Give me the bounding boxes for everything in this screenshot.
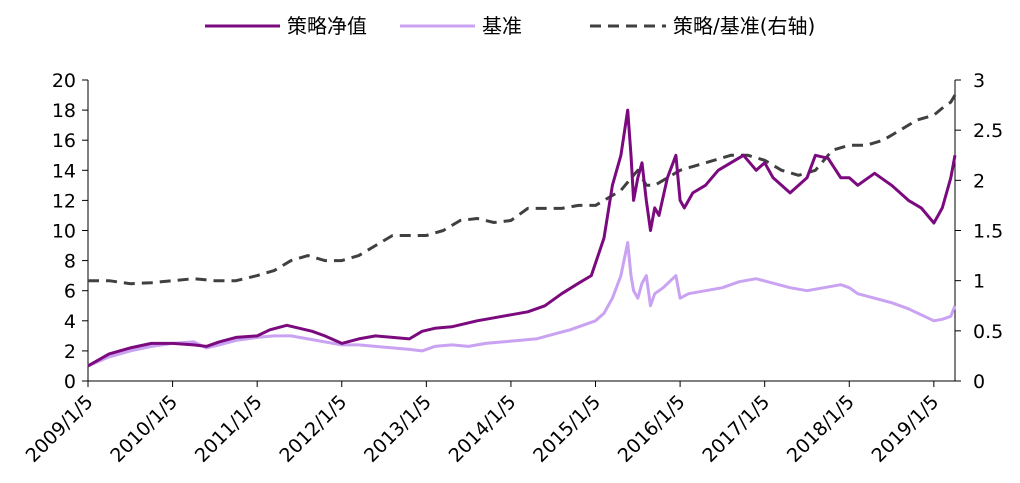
x-tick-label: 2011/1/5 xyxy=(191,391,267,467)
series-line-ratio xyxy=(88,94,957,286)
left-tick-label: 4 xyxy=(64,311,76,333)
right-tick-label: 0.5 xyxy=(973,321,1003,343)
axes xyxy=(87,80,956,382)
left-tick-label: 0 xyxy=(64,371,76,393)
x-tick-label: 2019/1/5 xyxy=(867,391,943,467)
x-tick-label: 2014/1/5 xyxy=(445,391,521,467)
x-tick-label: 2017/1/5 xyxy=(698,391,774,467)
left-tick-label: 14 xyxy=(52,160,76,182)
legend-item-ratio: 策略/基准(右轴) xyxy=(590,14,815,38)
x-tick-label: 2012/1/5 xyxy=(275,391,351,467)
x-tick-label: 2009/1/5 xyxy=(22,391,98,467)
right-tick-label: 3 xyxy=(973,70,985,92)
series-line-benchmark xyxy=(87,241,957,368)
x-tick-label: 2013/1/5 xyxy=(360,391,436,467)
legend-item-benchmark: 基准 xyxy=(400,14,522,38)
left-y-ticks: 0 2 4 6 8 10 12 14 16 18 20 xyxy=(52,70,88,393)
legend-item-strategy: 策略净值 xyxy=(205,14,367,38)
x-tick-label: 2015/1/5 xyxy=(529,391,605,467)
left-tick-label: 16 xyxy=(52,130,76,152)
legend: 策略净值 基准 策略/基准(右轴) xyxy=(205,14,815,38)
x-ticks: 2009/1/5 2010/1/5 2011/1/5 2012/1/5 2013/1/5… xyxy=(22,381,943,467)
legend-label-ratio: 策略/基准(右轴) xyxy=(673,14,815,38)
left-tick-label: 20 xyxy=(52,70,76,92)
left-tick-label: 18 xyxy=(52,100,76,122)
right-tick-label: 0 xyxy=(973,371,985,393)
left-tick-label: 2 xyxy=(64,341,76,363)
plot-lines xyxy=(87,94,957,368)
right-tick-label: 1.5 xyxy=(973,221,1003,243)
right-y-ticks: 0 0.5 1 1.5 2 2.5 3 xyxy=(955,70,1003,393)
right-tick-label: 2.5 xyxy=(973,120,1003,142)
legend-label-benchmark: 基准 xyxy=(482,14,522,38)
left-tick-label: 12 xyxy=(52,190,76,212)
right-tick-label: 2 xyxy=(973,170,985,192)
x-tick-label: 2016/1/5 xyxy=(614,391,690,467)
x-tick-label: 2010/1/5 xyxy=(106,391,182,467)
right-tick-label: 1 xyxy=(973,271,985,293)
left-tick-label: 8 xyxy=(64,251,76,273)
x-tick-label: 2018/1/5 xyxy=(783,391,859,467)
left-tick-label: 10 xyxy=(52,221,76,243)
left-tick-label: 6 xyxy=(64,281,76,303)
series-line-strategy xyxy=(87,108,957,368)
legend-label-strategy: 策略净值 xyxy=(287,14,367,38)
